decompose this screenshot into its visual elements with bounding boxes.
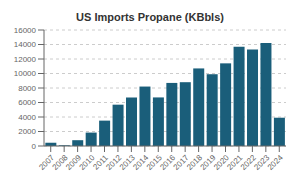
svg-text:12000: 12000 (14, 55, 37, 64)
svg-text:4000: 4000 (18, 113, 36, 122)
svg-text:0: 0 (32, 142, 37, 151)
svg-text:2000: 2000 (18, 127, 36, 136)
html-text:US Imports Propane (KBbls): US Imports Propane (KBbls) (76, 11, 224, 23)
svg-text:16000: 16000 (14, 26, 37, 35)
svg-text:10000: 10000 (14, 69, 37, 78)
svg-text:8000: 8000 (18, 84, 36, 93)
svg-text:14000: 14000 (14, 40, 37, 49)
svg-text:2011: 2011 (91, 153, 110, 172)
svg-text:6000: 6000 (18, 98, 36, 107)
svg-text:2024: 2024 (266, 153, 285, 172)
